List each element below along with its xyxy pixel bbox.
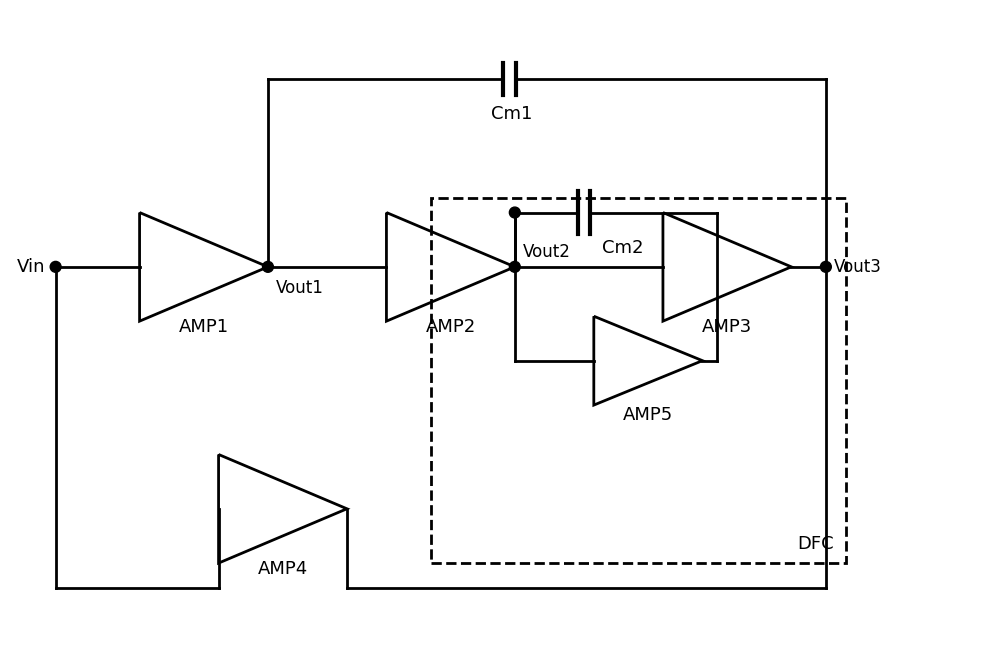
Text: AMP5: AMP5 [623,406,673,424]
Bar [431,198,846,563]
Text: Vin: Vin [17,258,46,276]
Text: DFC: DFC [797,535,834,553]
Text: Vout1: Vout1 [276,278,324,296]
Circle shape [50,262,61,272]
Circle shape [509,262,520,272]
Text: AMP2: AMP2 [426,318,476,336]
Text: Vout2: Vout2 [523,243,571,261]
Circle shape [820,262,831,272]
Text: Cm1: Cm1 [491,105,533,123]
Text: AMP3: AMP3 [702,318,752,336]
Text: AMP4: AMP4 [258,560,308,578]
Circle shape [509,207,520,218]
Text: AMP1: AMP1 [179,318,229,336]
Text: Cm2: Cm2 [602,239,643,257]
Text: Vout3: Vout3 [834,258,882,276]
Circle shape [263,262,273,272]
